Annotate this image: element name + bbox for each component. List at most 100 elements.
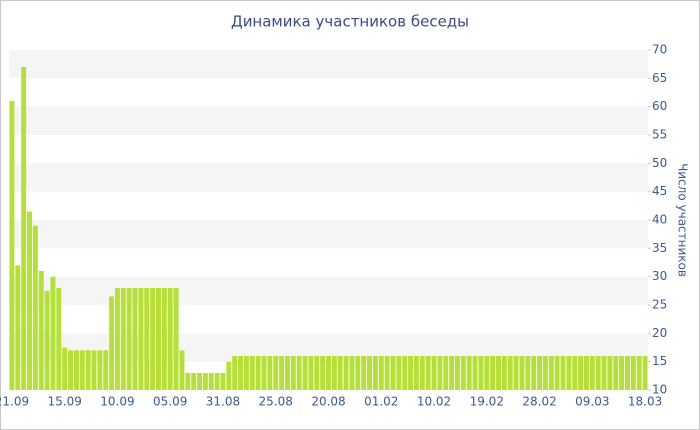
- grid-stripe: [9, 163, 648, 192]
- grid-stripe: [9, 50, 648, 79]
- bar: [443, 356, 449, 390]
- bar: [62, 347, 68, 390]
- bar: [85, 350, 91, 390]
- x-tick-label: 25.08: [259, 395, 293, 409]
- bar: [109, 296, 115, 390]
- bar: [232, 356, 238, 390]
- bar: [431, 356, 437, 390]
- bar: [197, 373, 202, 390]
- bar: [619, 356, 625, 390]
- y-tick-label: 65: [652, 71, 667, 85]
- bar: [625, 356, 630, 390]
- bar: [589, 356, 595, 390]
- bar: [513, 356, 519, 390]
- bar: [490, 356, 496, 390]
- x-tick-label: 19.02: [470, 395, 504, 409]
- bar: [607, 356, 613, 390]
- bar: [613, 356, 619, 390]
- x-tick-label: 01.02: [364, 395, 398, 409]
- bar: [15, 265, 21, 390]
- bar: [501, 356, 507, 390]
- y-tick-label: 45: [652, 184, 667, 198]
- bar: [150, 288, 156, 390]
- grid-stripe: [9, 276, 648, 305]
- bar: [214, 373, 220, 390]
- x-tick-label: 15.09: [48, 395, 82, 409]
- bar: [243, 356, 249, 390]
- y-tick-label: 25: [652, 298, 667, 312]
- bar: [202, 373, 208, 390]
- bar: [179, 350, 185, 390]
- bar: [138, 288, 144, 390]
- bar: [537, 356, 543, 390]
- bar: [466, 356, 472, 390]
- bar: [50, 276, 56, 390]
- bar: [384, 356, 390, 390]
- bar: [355, 356, 361, 390]
- bar: [419, 356, 425, 390]
- bar: [378, 356, 384, 390]
- bar: [478, 356, 484, 390]
- bar: [519, 356, 525, 390]
- y-tick-label: 30: [652, 269, 667, 283]
- x-tick-label: 10.02: [417, 395, 451, 409]
- bar: [343, 356, 349, 390]
- bar: [56, 288, 62, 390]
- bar: [372, 356, 378, 390]
- bar: [402, 356, 408, 390]
- y-tick-label: 20: [652, 326, 667, 340]
- y-tick-label: 15: [652, 354, 667, 368]
- bar: [68, 350, 74, 390]
- bar: [583, 356, 589, 390]
- y-tick-label: 55: [652, 128, 667, 142]
- bar: [308, 356, 314, 390]
- chart-title: Динамика участников беседы: [231, 13, 469, 31]
- y-tick-label: 60: [652, 99, 667, 113]
- bar: [331, 356, 337, 390]
- bar: [126, 288, 132, 390]
- bar: [208, 373, 214, 390]
- bar: [472, 356, 478, 390]
- bar: [496, 356, 501, 390]
- bar: [630, 356, 636, 390]
- bar: [525, 356, 531, 390]
- bar: [531, 356, 537, 390]
- bar: [120, 288, 126, 390]
- bar: [314, 356, 320, 390]
- bar: [279, 356, 285, 390]
- bar: [285, 356, 290, 390]
- bar: [326, 356, 331, 390]
- bar: [173, 288, 179, 390]
- bar: [156, 288, 161, 390]
- bar: [554, 356, 560, 390]
- bar: [455, 356, 460, 390]
- bar: [302, 356, 308, 390]
- bar: [132, 288, 138, 390]
- bar: [91, 350, 97, 390]
- bar: [642, 356, 648, 390]
- bar: [361, 356, 367, 390]
- bar: [167, 288, 173, 390]
- y-tick-label: 70: [652, 43, 667, 57]
- bar: [337, 356, 343, 390]
- bar: [425, 356, 431, 390]
- bar: [161, 288, 167, 390]
- bar: [595, 356, 601, 390]
- bar: [32, 225, 38, 390]
- bar: [437, 356, 443, 390]
- x-tick-label: 09.03: [575, 395, 609, 409]
- bar: [290, 356, 296, 390]
- bar: [273, 356, 279, 390]
- bar: [408, 356, 414, 390]
- bar: [79, 350, 85, 390]
- bar: [44, 290, 50, 390]
- bar: [548, 356, 554, 390]
- bar: [103, 350, 109, 390]
- grid-stripe: [9, 106, 648, 135]
- bar: [560, 356, 566, 390]
- y-tick-label: 10: [652, 383, 667, 397]
- bar: [367, 356, 372, 390]
- bar: [21, 67, 27, 390]
